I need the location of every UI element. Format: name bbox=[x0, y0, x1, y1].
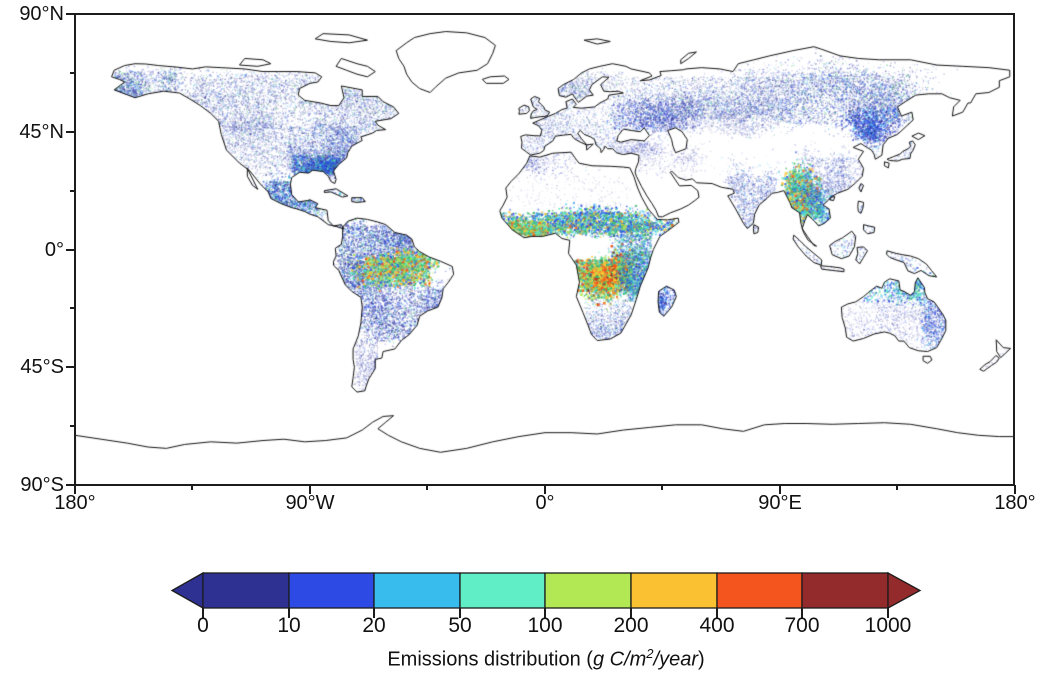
x-axis-major-tick bbox=[779, 485, 781, 494]
x-tick-label-0: 0° bbox=[535, 492, 555, 514]
y-tick-label-45n: 45°N bbox=[19, 121, 64, 143]
x-tick-label-180w: 180° bbox=[54, 492, 96, 514]
y-axis-major-tick bbox=[66, 131, 75, 133]
colorbar-tick-label-1000: 1000 bbox=[864, 614, 912, 637]
y-axis-major-tick bbox=[66, 484, 75, 486]
colorbar-segment-0-10 bbox=[202, 572, 290, 609]
colorbar-segment-700-1000 bbox=[801, 572, 889, 609]
colorbar-tick-label-100: 100 bbox=[527, 614, 563, 637]
colorbar-segment-100-200 bbox=[544, 572, 632, 609]
colorbar-ticks bbox=[202, 608, 889, 618]
colorbar-tick-label-700: 700 bbox=[784, 614, 820, 637]
y-axis-minor-tick bbox=[70, 72, 75, 74]
y-tick-label-90n: 90°N bbox=[19, 3, 64, 25]
y-axis-minor-tick bbox=[70, 190, 75, 192]
colorbar-tick-label-200: 200 bbox=[613, 614, 649, 637]
y-axis-major-tick bbox=[66, 13, 75, 15]
y-axis-minor-tick bbox=[70, 307, 75, 309]
x-axis-major-tick bbox=[1014, 485, 1016, 494]
colorbar-segment-20-50 bbox=[373, 572, 461, 609]
colorbar-right-arrow bbox=[887, 571, 922, 610]
x-tick-label-90w: 90°W bbox=[285, 492, 335, 514]
colorbar-tick-label-400: 400 bbox=[699, 614, 735, 637]
x-tick-label-90e: 90°E bbox=[758, 492, 802, 514]
x-tick-label-180e: 180° bbox=[994, 492, 1036, 514]
x-axis-major-tick bbox=[74, 485, 76, 494]
y-axis-major-tick bbox=[66, 366, 75, 368]
world-map-canvas bbox=[75, 14, 1015, 485]
y-axis-minor-tick bbox=[70, 425, 75, 427]
colorbar-left-arrow bbox=[170, 571, 204, 610]
x-axis-minor-tick bbox=[426, 485, 428, 490]
colorbar-tick-label-50: 50 bbox=[448, 614, 472, 637]
colorbar-segment-50-100 bbox=[459, 572, 546, 609]
colorbar bbox=[170, 571, 922, 618]
colorbar-segment-10-20 bbox=[288, 572, 375, 609]
y-axis-major-tick bbox=[66, 249, 75, 251]
colorbar-tick-label-0: 0 bbox=[197, 614, 209, 637]
colorbar-caption: Emissions distribution (g C/m2/year) bbox=[387, 646, 705, 671]
x-axis-major-tick bbox=[309, 485, 311, 494]
x-axis-minor-tick bbox=[661, 485, 663, 490]
colorbar-segment-200-400 bbox=[630, 572, 718, 609]
x-axis-major-tick bbox=[544, 485, 546, 494]
y-tick-label-0: 0° bbox=[44, 239, 64, 261]
y-tick-label-45s: 45°S bbox=[20, 356, 64, 378]
colorbar-tick-label-10: 10 bbox=[277, 614, 301, 637]
x-axis-minor-tick bbox=[896, 485, 898, 490]
y-tick-label-90s: 90°S bbox=[20, 474, 64, 496]
colorbar-tick-label-20: 20 bbox=[362, 614, 386, 637]
colorbar-segment-400-700 bbox=[716, 572, 803, 609]
x-axis-minor-tick bbox=[191, 485, 193, 490]
